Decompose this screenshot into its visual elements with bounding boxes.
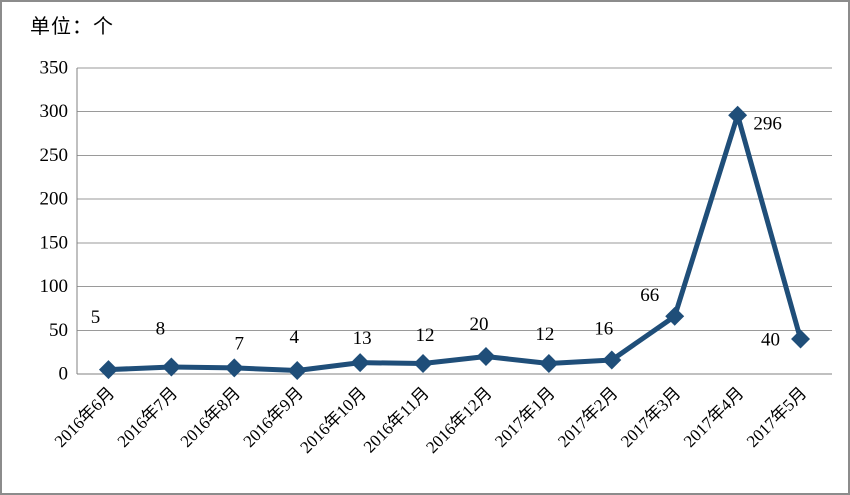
x-axis-tick-label: 2017年5月 bbox=[743, 383, 811, 451]
unit-label: 单位：个 bbox=[30, 16, 114, 38]
series-line bbox=[105, 112, 804, 374]
data-point-marker bbox=[791, 329, 811, 349]
y-axis-tick-label: 250 bbox=[40, 145, 69, 166]
x-axis-tick-label: 2017年2月 bbox=[554, 383, 622, 451]
y-axis-tick-label: 100 bbox=[40, 276, 69, 297]
data-point-label: 13 bbox=[353, 328, 372, 349]
x-axis-tick-label: 2016年11月 bbox=[360, 383, 433, 456]
x-axis-tick-label: 2016年6月 bbox=[51, 383, 119, 451]
data-point-marker bbox=[224, 358, 244, 378]
x-axis-tick-label: 2016年8月 bbox=[177, 383, 245, 451]
y-axis-tick-label: 350 bbox=[40, 58, 69, 79]
y-axis-tick-label: 300 bbox=[40, 101, 69, 122]
x-axis-tick-label: 2016年7月 bbox=[114, 383, 182, 451]
data-point-label: 296 bbox=[753, 114, 782, 135]
x-axis-tick-label: 2017年1月 bbox=[491, 383, 559, 451]
data-point-label: 8 bbox=[156, 319, 166, 340]
data-point-marker bbox=[665, 306, 685, 326]
data-point-marker bbox=[98, 360, 118, 380]
data-point-label: 16 bbox=[594, 319, 613, 340]
y-axis-tick-label: 50 bbox=[49, 320, 68, 341]
data-point-label: 40 bbox=[761, 330, 780, 351]
data-point-marker bbox=[350, 353, 370, 373]
data-point-marker bbox=[287, 361, 307, 380]
y-axis-tick-label: 200 bbox=[40, 189, 69, 210]
data-point-label: 5 bbox=[91, 307, 101, 328]
y-axis-tick-label: 150 bbox=[40, 232, 69, 253]
data-point-label: 12 bbox=[416, 325, 435, 346]
data-point-marker bbox=[602, 350, 622, 370]
data-point-label: 7 bbox=[235, 333, 245, 354]
x-axis-tick-label: 2016年9月 bbox=[240, 383, 308, 451]
x-axis-tick-label: 2016年10月 bbox=[296, 383, 370, 457]
data-point-marker bbox=[476, 347, 496, 366]
data-point-label: 20 bbox=[469, 314, 488, 335]
data-point-label: 4 bbox=[289, 327, 299, 348]
x-axis-tick-label: 2016年12月 bbox=[422, 383, 496, 457]
y-axis-tick-label: 0 bbox=[59, 364, 69, 385]
data-point-label: 12 bbox=[535, 324, 554, 345]
x-axis-tick-label: 2017年4月 bbox=[680, 383, 748, 451]
data-point-marker bbox=[539, 354, 559, 373]
data-point-marker bbox=[728, 105, 748, 125]
x-axis-tick-label: 2017年3月 bbox=[617, 383, 685, 451]
data-point-label: 66 bbox=[640, 285, 659, 306]
data-point-marker bbox=[413, 354, 433, 373]
